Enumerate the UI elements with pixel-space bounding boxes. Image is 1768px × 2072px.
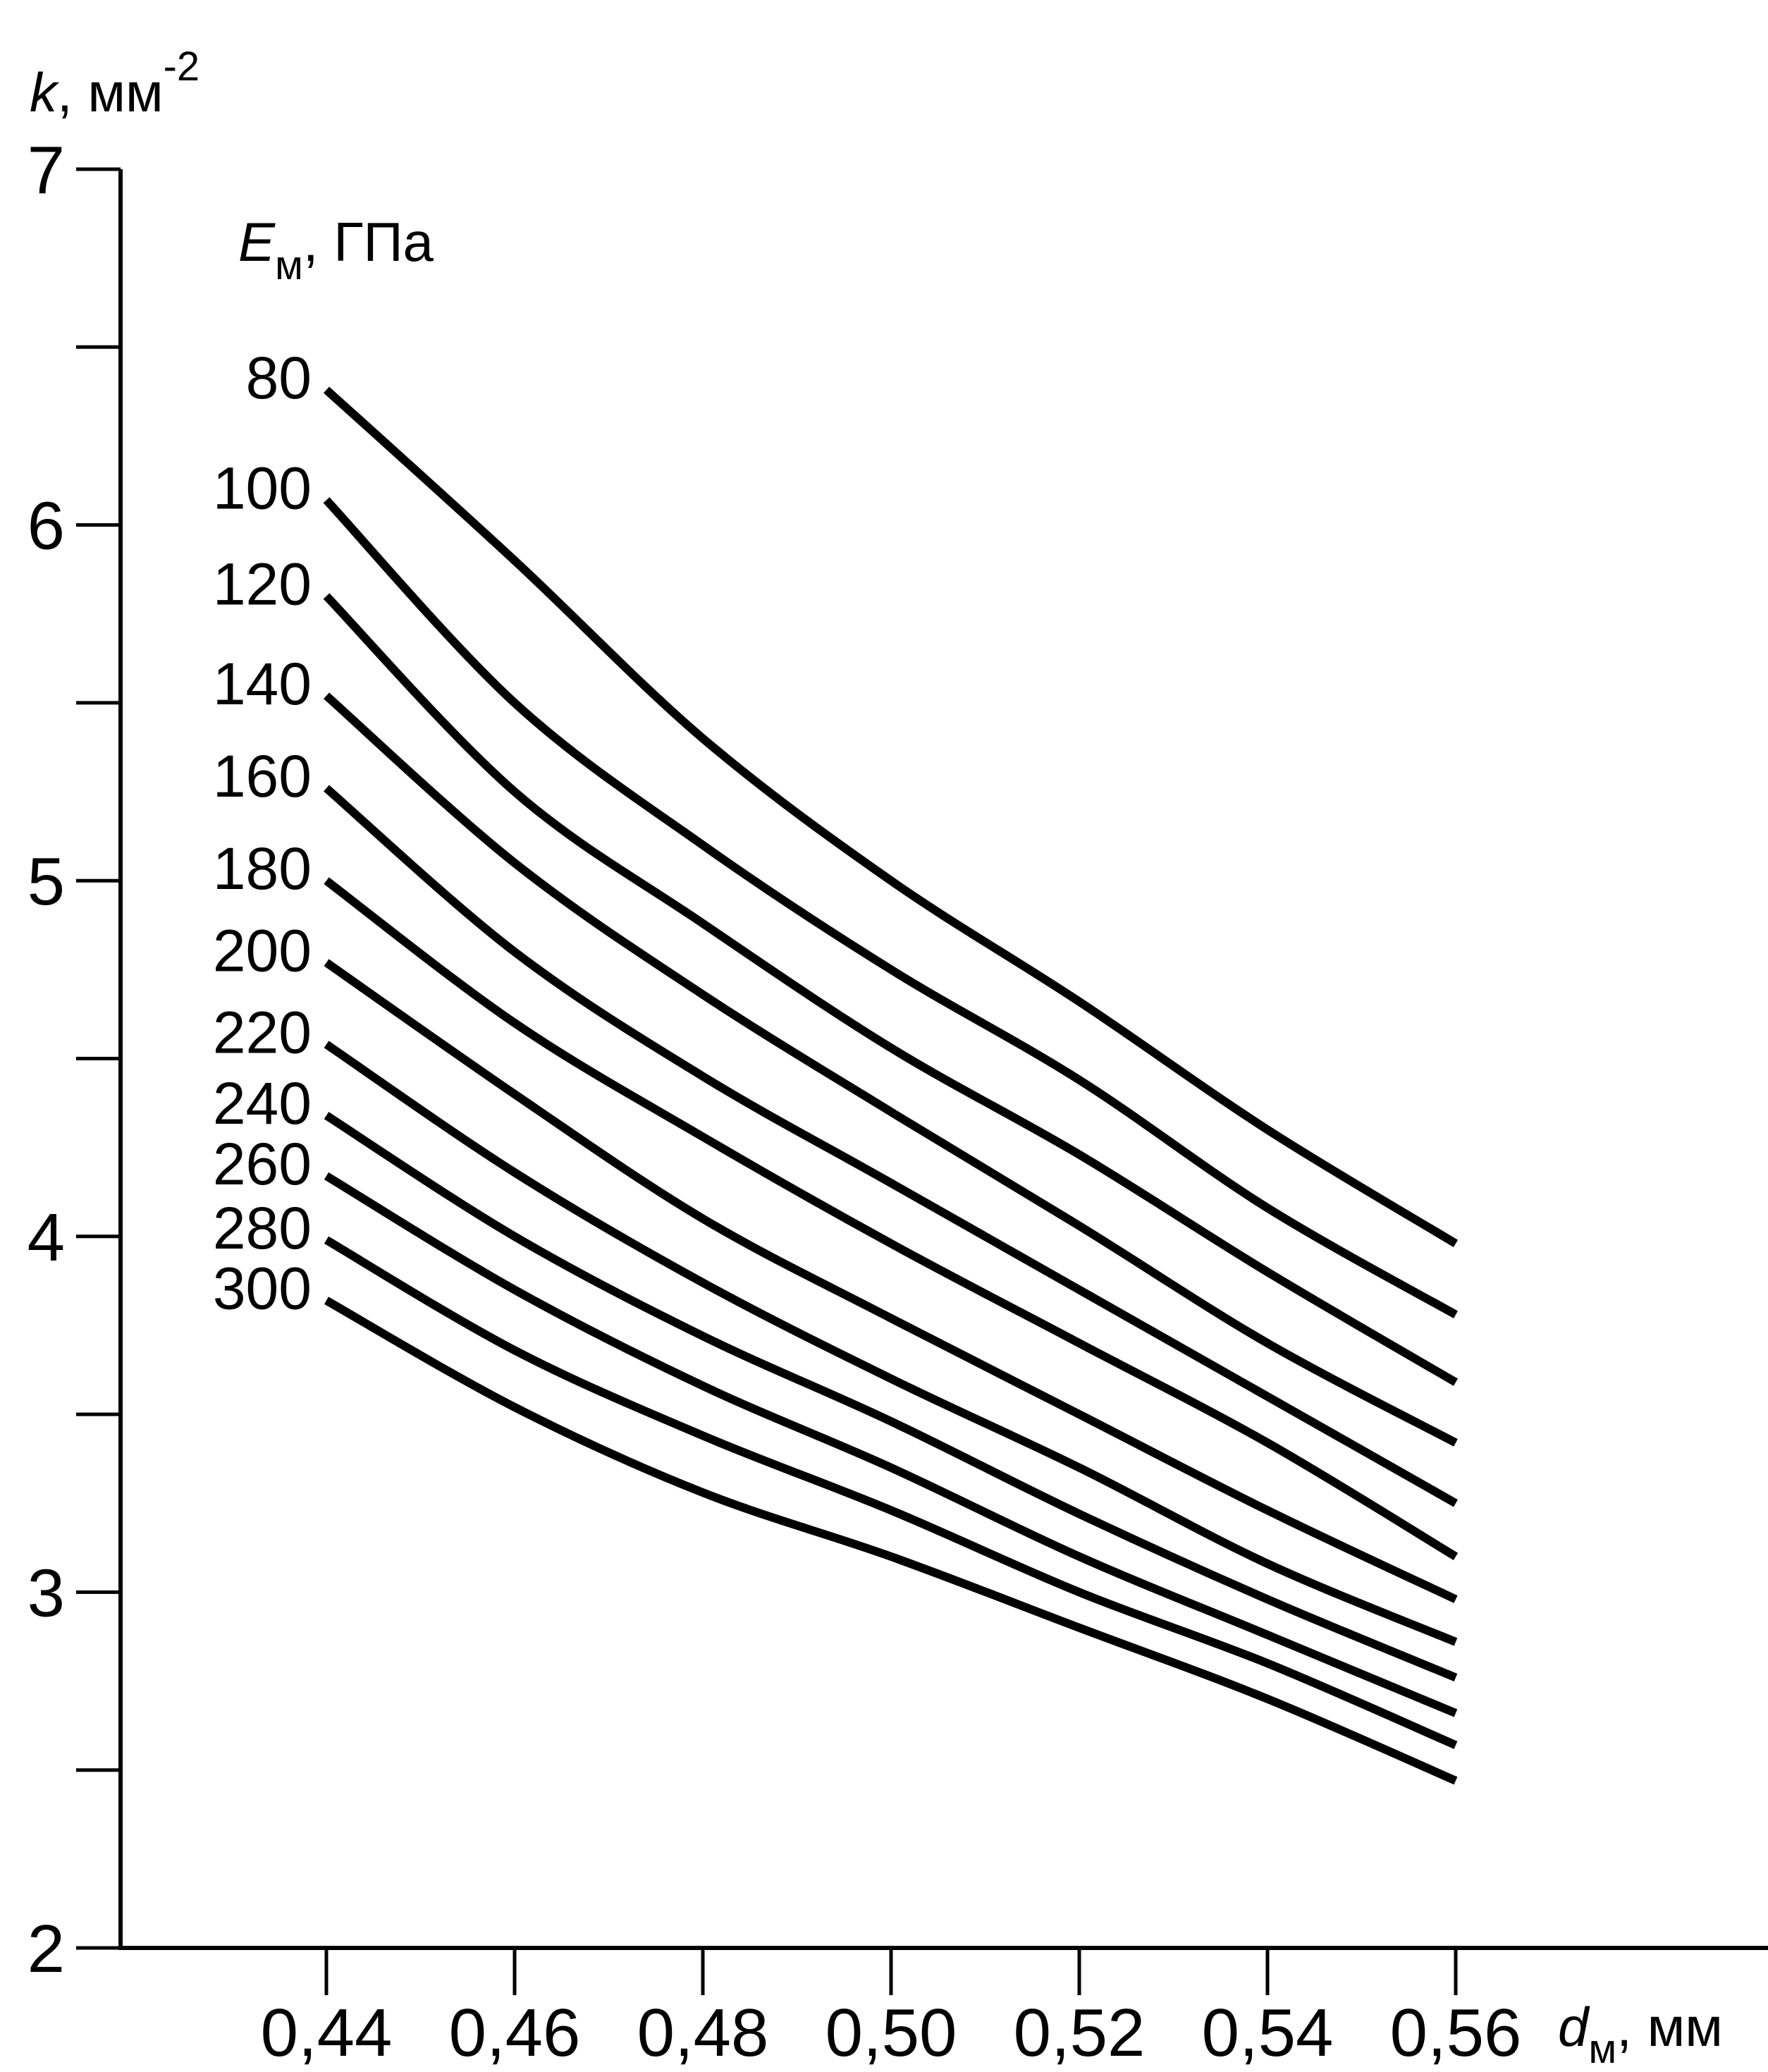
series-label-80: 80	[246, 345, 312, 411]
series-label-300: 300	[213, 1256, 312, 1322]
series-line-100	[323, 497, 1458, 1319]
series-line-200	[324, 959, 1458, 1603]
x-axis-title: dм, мм	[1558, 1996, 1723, 2072]
legend-title: Eм, ГПа	[238, 211, 434, 288]
series-lines	[323, 386, 1459, 1785]
y-tick-label: 3	[27, 1555, 65, 1631]
series-line-160	[324, 785, 1458, 1507]
y-axis-title: k, мм-2	[30, 44, 199, 123]
series-line-240	[324, 1112, 1458, 1682]
series-label-200: 200	[213, 917, 312, 983]
series-label-120: 120	[213, 551, 312, 618]
series-label-100: 100	[213, 455, 312, 521]
legend-title-sub: м	[275, 243, 303, 288]
series-label-140: 140	[213, 651, 312, 717]
series-label-260: 260	[213, 1131, 312, 1197]
legend-title-symbol: E	[238, 211, 276, 273]
legend-title-sep: ,	[303, 211, 333, 273]
y-axis-sep: ,	[57, 61, 87, 123]
series-label-220: 220	[213, 999, 312, 1065]
y-ticks: 2 3 4 5 6 7	[27, 133, 121, 1987]
series-line-260	[324, 1172, 1458, 1717]
series-line-180	[324, 877, 1459, 1561]
x-tick-label: 0,50	[825, 1995, 957, 2071]
x-tick-label: 0,54	[1202, 1995, 1334, 2071]
y-axis-exponent: -2	[164, 44, 200, 90]
x-axis-sub: м	[1588, 2026, 1616, 2072]
y-tick-label: 7	[27, 133, 65, 208]
y-tick-label: 2	[27, 1911, 65, 1987]
y-tick-label: 5	[27, 844, 65, 919]
series-label-240: 240	[213, 1070, 312, 1136]
x-ticks: 0,44 0,46 0,48 0,50 0,52 0,54 0,56	[261, 1948, 1522, 2071]
series-line-220	[324, 1041, 1458, 1646]
series-line-80	[323, 386, 1459, 1248]
series-line-300	[324, 1296, 1458, 1785]
x-tick-label: 0,46	[449, 1995, 581, 2071]
y-axis-unit: мм	[87, 61, 163, 123]
x-tick-label: 0,56	[1390, 1995, 1522, 2071]
x-tick-label: 0,52	[1014, 1995, 1146, 2071]
series-label-280: 280	[213, 1195, 312, 1261]
x-axis-symbol: d	[1558, 1996, 1590, 2058]
series-line-280	[324, 1236, 1458, 1749]
legend-title-unit: ГПа	[333, 211, 434, 273]
y-tick-label: 4	[27, 1200, 65, 1275]
series-label-180: 180	[213, 835, 312, 902]
x-tick-label: 0,44	[261, 1995, 393, 2071]
x-axis-unit: мм	[1647, 1996, 1723, 2058]
x-axis-sep: ,	[1616, 1996, 1647, 2058]
y-tick-label: 6	[27, 489, 65, 564]
series-line-140	[324, 692, 1458, 1447]
y-axis-symbol: k	[30, 61, 60, 123]
series-label-160: 160	[213, 743, 312, 809]
x-tick-label: 0,48	[637, 1995, 769, 2071]
series-line-120	[323, 593, 1459, 1386]
